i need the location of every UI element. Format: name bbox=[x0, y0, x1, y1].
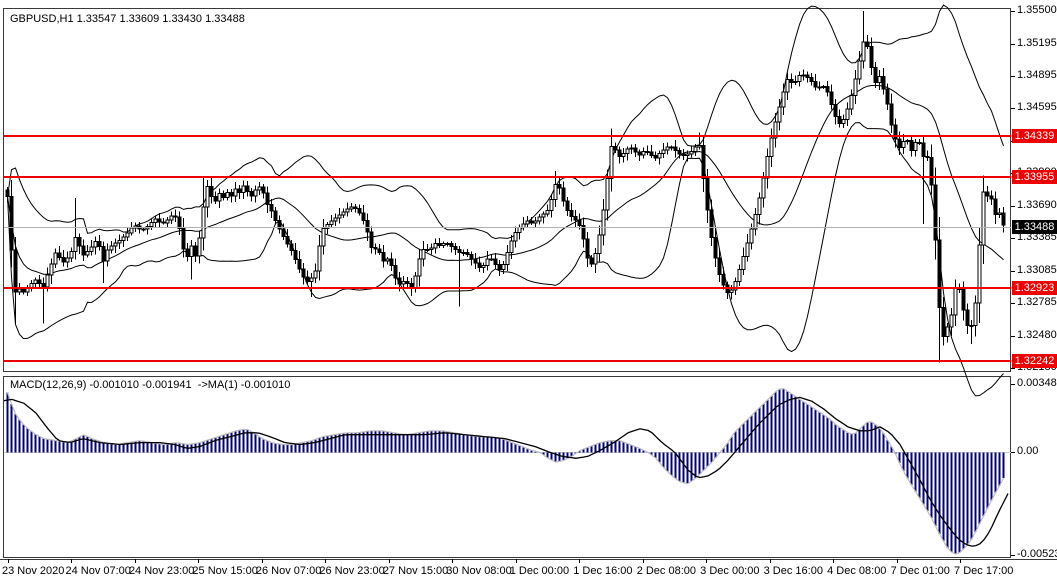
time-tick-label: 23 Nov 2020 bbox=[2, 565, 65, 577]
time-tick-label: 24 Nov 23:00 bbox=[128, 565, 195, 577]
time-tick-label: 30 Nov 08:00 bbox=[446, 565, 512, 577]
price-tick-mark bbox=[1011, 302, 1015, 304]
time-tick-mark bbox=[960, 559, 962, 563]
time-tick-mark bbox=[642, 559, 644, 563]
price-tick-label: 1.33690 bbox=[1017, 198, 1057, 211]
macd-tick-label: 0.00 bbox=[1017, 445, 1039, 458]
price-tick-mark bbox=[1011, 238, 1015, 240]
price-tick-label: 1.32480 bbox=[1017, 328, 1057, 341]
price-tick-mark bbox=[1011, 76, 1015, 78]
time-tick-label: 25 Nov 15:00 bbox=[192, 565, 258, 577]
price-tick-mark bbox=[1011, 108, 1015, 110]
price-level-tag: 1.34339 bbox=[1012, 128, 1057, 143]
time-tick-label: 1 Dec 00:00 bbox=[509, 565, 570, 577]
time-tick-mark bbox=[261, 559, 263, 563]
price-tick-mark bbox=[1011, 11, 1015, 13]
time-tick-label: 26 Nov 23:00 bbox=[319, 565, 385, 577]
price-tick-mark bbox=[1011, 205, 1015, 207]
time-axis-baseline bbox=[0, 559, 1057, 560]
time-tick-mark bbox=[134, 559, 136, 563]
time-tick-mark bbox=[388, 559, 390, 563]
time-tick-mark bbox=[515, 559, 517, 563]
price-tick-mark bbox=[1011, 270, 1015, 272]
macd-tick-label: 0.003481 bbox=[1017, 377, 1057, 390]
price-tick-label: 1.34595 bbox=[1017, 101, 1057, 114]
current-price-tag: 1.33488 bbox=[1012, 220, 1057, 235]
time-tick-mark bbox=[896, 559, 898, 563]
time-tick-label: 3 Dec 00:00 bbox=[700, 565, 760, 577]
macd-tick-mark bbox=[1011, 384, 1015, 386]
time-tick-mark bbox=[706, 559, 708, 563]
price-tick-mark bbox=[1011, 335, 1015, 337]
macd-tick-label: -0.005231 bbox=[1017, 548, 1057, 561]
price-tick-label: 1.34895 bbox=[1017, 69, 1057, 82]
time-tick-label: 2 Dec 08:00 bbox=[636, 565, 697, 577]
price-level-tag: 1.33955 bbox=[1012, 170, 1057, 185]
time-tick-label: 27 Nov 15:00 bbox=[382, 565, 449, 577]
time-tick-label: 7 Dec 01:00 bbox=[890, 565, 950, 577]
price-tick-mark bbox=[1011, 367, 1015, 369]
macd-indicator-label: MACD(12,26,9) -0.001010 -0.001941 ->MA(1… bbox=[10, 379, 291, 391]
price-tick-mark bbox=[1011, 43, 1015, 45]
price-tick-label: 1.35195 bbox=[1017, 36, 1057, 49]
macd-tick-mark bbox=[1011, 555, 1015, 557]
price-chart-panel[interactable] bbox=[3, 8, 1011, 372]
time-tick-label: 7 Dec 17:00 bbox=[954, 565, 1014, 577]
chart-title-ohlc: GBPUSD,H1 1.33547 1.33609 1.33430 1.3348… bbox=[10, 13, 245, 25]
macd-indicator-panel[interactable] bbox=[3, 376, 1011, 558]
time-tick-mark bbox=[769, 559, 771, 563]
price-tick-label: 1.32785 bbox=[1017, 295, 1057, 308]
time-tick-label: 26 Nov 07:00 bbox=[255, 565, 322, 577]
time-tick-label: 4 Dec 08:00 bbox=[827, 565, 887, 577]
time-tick-label: 1 Dec 16:00 bbox=[573, 565, 633, 577]
time-tick-mark bbox=[325, 559, 327, 563]
time-tick-mark bbox=[833, 559, 835, 563]
time-tick-mark bbox=[579, 559, 581, 563]
time-tick-mark bbox=[8, 559, 9, 563]
price-level-tag: 1.32242 bbox=[1012, 354, 1057, 369]
price-tick-label: 1.33385 bbox=[1017, 231, 1057, 244]
time-tick-label: 24 Nov 07:00 bbox=[65, 565, 131, 577]
price-level-tag: 1.32923 bbox=[1012, 280, 1057, 295]
macd-tick-mark bbox=[1011, 452, 1015, 454]
time-tick-label: 3 Dec 16:00 bbox=[763, 565, 823, 577]
time-tick-mark bbox=[452, 559, 454, 563]
price-tick-label: 1.35500 bbox=[1017, 4, 1057, 17]
price-tick-label: 1.33085 bbox=[1017, 263, 1057, 276]
time-tick-mark bbox=[71, 559, 73, 563]
time-tick-mark bbox=[198, 559, 200, 563]
